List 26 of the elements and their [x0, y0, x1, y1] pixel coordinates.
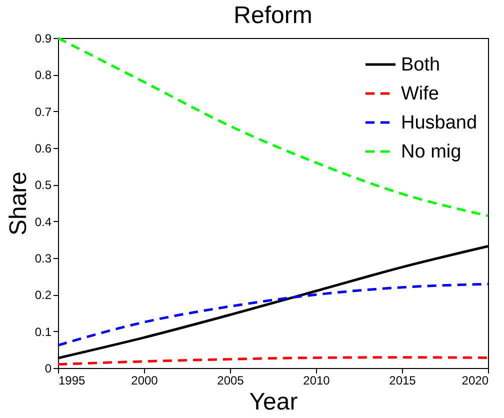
x-tick-label: 2000 [131, 374, 158, 388]
y-tick-label: 0.6 [34, 142, 52, 156]
x-tick-label: 1995 [58, 374, 86, 388]
y-tick-label: 0.9 [34, 32, 52, 46]
line-series [56, 356, 490, 366]
x-tick-label: 2005 [217, 374, 244, 388]
y-tick-label: 0.4 [34, 214, 52, 229]
legend-label: Wife [401, 84, 439, 104]
x-tick-label: 2015 [389, 374, 416, 388]
x-tick-label: 2010 [303, 374, 330, 388]
line-series [56, 282, 490, 347]
y-tick-label: 0.8 [34, 68, 52, 82]
y-axis-title: Share [4, 171, 32, 236]
y-tick-label: 0.1 [34, 324, 52, 339]
x-tick-label: 2020 [462, 374, 489, 388]
chart-title: Reform [234, 2, 312, 29]
legend-label: No mig [401, 142, 462, 162]
legend-label: Both [401, 54, 440, 76]
y-tick-label: 0.3 [34, 252, 52, 266]
line-series [56, 36, 490, 218]
y-tick-label: 0.2 [34, 288, 52, 302]
legend-label: Husband [401, 112, 478, 134]
y-tick-label: 0 [44, 362, 52, 376]
y-tick-label: 0.5 [34, 178, 52, 192]
y-tick-label: 0.7 [34, 104, 52, 119]
x-axis-title: Year [249, 388, 298, 416]
